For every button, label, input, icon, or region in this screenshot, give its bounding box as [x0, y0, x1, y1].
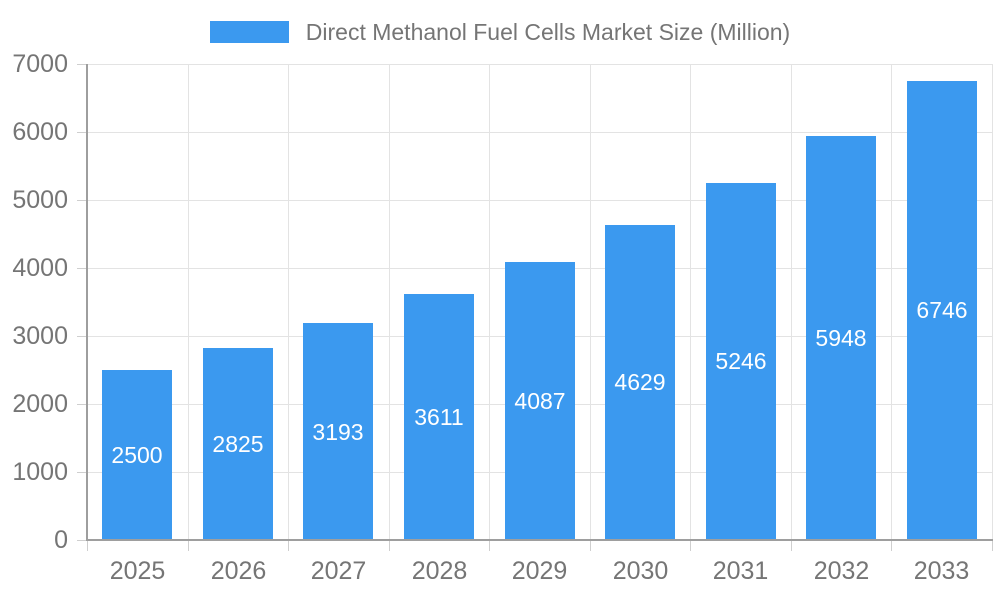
bar: 2825: [203, 348, 273, 539]
gridline-vertical: [188, 64, 189, 540]
bar-value-label: 4087: [514, 388, 566, 414]
gridline-vertical: [992, 64, 993, 540]
x-axis-tick-label: 2028: [411, 557, 468, 585]
gridline-vertical: [690, 64, 691, 540]
y-axis-tick: [77, 336, 87, 337]
bar: 2500: [102, 370, 172, 539]
x-axis-tick: [389, 541, 390, 551]
bar-value-label: 2825: [212, 431, 264, 457]
bar: 3193: [303, 323, 373, 539]
bar-value-label: 5948: [815, 325, 867, 351]
gridline-vertical: [590, 64, 591, 540]
bar-value-label: 3611: [414, 404, 464, 430]
bar-value-label: 3193: [312, 419, 364, 445]
gridline-horizontal: [87, 200, 992, 201]
y-axis-tick-label: 7000: [12, 50, 68, 78]
legend-swatch: [209, 21, 289, 43]
y-axis-tick-label: 0: [54, 526, 68, 554]
y-axis-tick: [77, 64, 87, 65]
x-axis-tick: [690, 541, 691, 551]
y-axis-tick-label: 4000: [12, 254, 68, 282]
y-axis-tick: [77, 132, 87, 133]
y-axis-tick-label: 2000: [12, 390, 68, 418]
x-axis-tick: [288, 541, 289, 551]
x-axis-tick-label: 2026: [210, 557, 267, 585]
y-axis-tick-label: 1000: [12, 458, 68, 486]
y-axis-tick: [77, 200, 87, 201]
bar-value-label: 2500: [111, 442, 163, 468]
x-axis-tick: [188, 541, 189, 551]
x-axis-tick: [791, 541, 792, 551]
x-axis-tick-label: 2030: [612, 557, 669, 585]
bar: 6746: [907, 81, 977, 539]
bar: 3611: [404, 294, 474, 539]
x-axis-tick: [87, 541, 88, 551]
gridline-horizontal: [87, 64, 992, 65]
gridline-vertical: [791, 64, 792, 540]
x-axis-tick-label: 2033: [913, 557, 970, 585]
y-axis-tick-label: 5000: [12, 186, 68, 214]
gridline-horizontal: [87, 132, 992, 133]
bar-value-label: 5246: [715, 348, 767, 374]
y-axis-tick: [77, 268, 87, 269]
x-axis-tick-label: 2029: [511, 557, 568, 585]
y-axis-tick: [77, 540, 87, 541]
x-axis-tick: [891, 541, 892, 551]
y-axis-tick: [77, 472, 87, 473]
bar: 4629: [605, 225, 675, 539]
gridline-vertical: [389, 64, 390, 540]
x-axis-tick: [590, 541, 591, 551]
gridline-vertical: [891, 64, 892, 540]
x-axis-tick: [489, 541, 490, 551]
x-axis-tick-label: 2025: [109, 557, 166, 585]
gridline-vertical: [288, 64, 289, 540]
bar: 4087: [505, 262, 575, 539]
x-axis-tick-label: 2031: [712, 557, 769, 585]
y-axis-tick: [77, 404, 87, 405]
x-axis-line: [86, 539, 993, 541]
y-axis-tick-label: 3000: [12, 322, 68, 350]
x-axis-tick-label: 2032: [813, 557, 870, 585]
bar-value-label: 4629: [614, 369, 666, 395]
bar-value-label: 6746: [916, 297, 968, 323]
legend[interactable]: Direct Methanol Fuel Cells Market Size (…: [0, 18, 1000, 46]
bar: 5948: [806, 136, 876, 539]
y-axis-tick-label: 6000: [12, 118, 68, 146]
legend-label: Direct Methanol Fuel Cells Market Size (…: [305, 19, 791, 45]
x-axis-tick-label: 2027: [310, 557, 367, 585]
x-axis-tick: [992, 541, 993, 551]
gridline-vertical: [489, 64, 490, 540]
y-axis-line: [86, 64, 88, 541]
bar: 5246: [706, 183, 776, 539]
